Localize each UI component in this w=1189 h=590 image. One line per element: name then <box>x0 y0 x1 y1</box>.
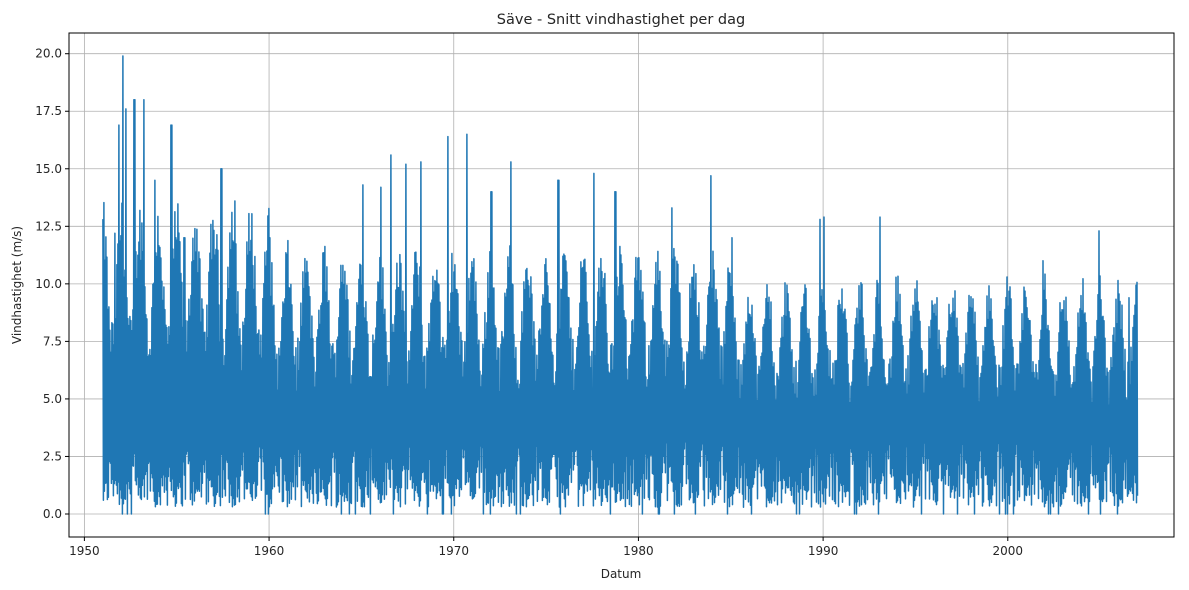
plot-frame <box>68 32 1175 538</box>
y-tick-label: 7.5 <box>43 334 62 348</box>
y-tick-label: 0.0 <box>43 507 62 521</box>
x-axis-title: Datum <box>601 567 642 581</box>
x-tick-label: 1960 <box>254 544 285 558</box>
x-tick-label: 1990 <box>808 544 839 558</box>
x-tick-label: 1950 <box>69 544 100 558</box>
y-tick-label: 5.0 <box>43 392 62 406</box>
chart-title: Säve - Snitt vindhastighet per dag <box>497 12 745 28</box>
y-axis-title: Vindhastighet (m/s) <box>10 226 24 344</box>
y-tick-label: 10.0 <box>35 277 62 291</box>
y-tick-label: 12.5 <box>35 219 62 233</box>
y-tick-label: 17.5 <box>35 104 62 118</box>
y-tick-label: 20.0 <box>35 47 62 61</box>
series-line <box>102 55 1139 515</box>
x-axis: 1950 1960 1970 1980 1990 2000 <box>69 537 1023 558</box>
series-group <box>102 55 1139 515</box>
y-tick-label: 2.5 <box>43 449 62 463</box>
y-tick-label: 15.0 <box>35 162 62 176</box>
x-tick-label: 2000 <box>993 544 1024 558</box>
x-tick-label: 1980 <box>623 544 654 558</box>
y-axis: 0.0 2.5 5.0 7.5 10.0 12.5 15.0 17.5 20.0 <box>35 47 69 521</box>
x-tick-label: 1970 <box>438 544 469 558</box>
